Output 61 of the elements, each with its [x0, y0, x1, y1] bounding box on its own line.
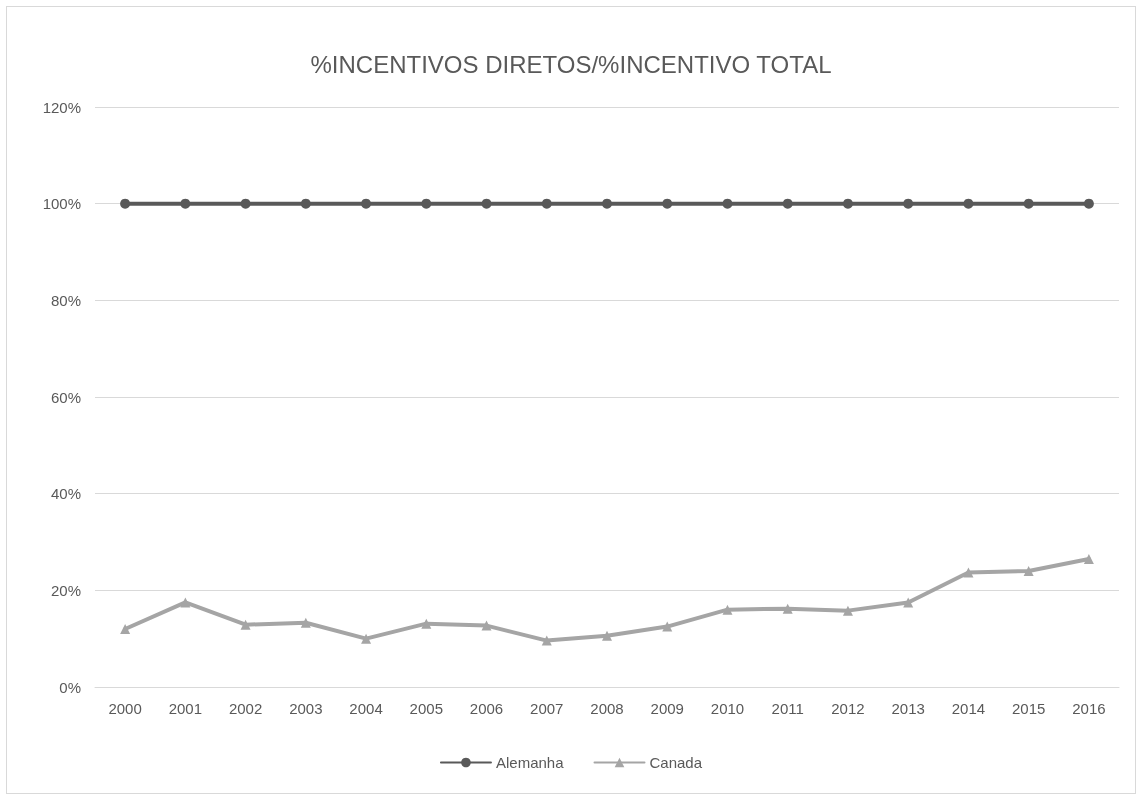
- point: [300, 617, 311, 628]
- point: [120, 198, 131, 209]
- x-tick-label: 2012: [831, 700, 865, 717]
- point: [541, 198, 552, 209]
- x-tick-label: 2014: [951, 700, 986, 717]
- chart-title: %INCENTIVOS DIRETOS/%INCENTIVO TOTAL: [310, 50, 832, 78]
- y-tick-label: 60%: [50, 388, 81, 406]
- point: [722, 198, 733, 209]
- point: [662, 621, 673, 632]
- point: [842, 605, 853, 616]
- x-tick-label: 2000: [108, 700, 142, 717]
- y-tick-label: 80%: [50, 291, 81, 309]
- point: [361, 198, 372, 209]
- point: [602, 630, 612, 641]
- point: [782, 603, 793, 614]
- point: [120, 624, 131, 634]
- point: [842, 198, 853, 209]
- y-tick-label: 40%: [50, 485, 81, 503]
- point: [180, 597, 191, 608]
- point: [240, 619, 251, 630]
- x-tick-label: 2008: [590, 700, 624, 717]
- x-tick-label: 2002: [228, 700, 263, 717]
- point: [1083, 198, 1094, 209]
- point: [421, 618, 432, 629]
- y-tick-label: 120%: [42, 98, 81, 116]
- y-tick-label: 20%: [50, 581, 81, 599]
- x-tick-label: 2004: [349, 700, 383, 717]
- point: [782, 198, 793, 209]
- point: [1023, 566, 1034, 576]
- x-tick-label: 2013: [891, 700, 925, 717]
- point: [963, 567, 974, 578]
- point: [481, 620, 492, 631]
- point: [421, 198, 432, 209]
- legend-label: Alemanha: [495, 754, 565, 771]
- x-tick-label: 2001: [168, 700, 203, 717]
- point: [300, 198, 311, 209]
- y-tick-label: 0%: [59, 678, 81, 696]
- point: [903, 597, 914, 608]
- y-tick-label: 100%: [42, 195, 81, 213]
- x-tick-label: 2005: [409, 700, 443, 717]
- point: [180, 198, 191, 209]
- x-tick-label: 2015: [1011, 700, 1046, 717]
- legend-label: Canada: [649, 754, 703, 771]
- x-tick-label: 2003: [289, 700, 323, 717]
- x-tick-label: 2009: [650, 700, 684, 717]
- point: [481, 198, 492, 209]
- x-tick-label: 2016: [1072, 700, 1106, 717]
- x-tick-label: 2011: [771, 700, 804, 717]
- x-tick-label: 2006: [469, 700, 504, 717]
- x-tick-label: 2007: [530, 700, 564, 717]
- point: [903, 198, 914, 209]
- point: [1023, 198, 1034, 209]
- point: [722, 604, 733, 615]
- point: [662, 198, 673, 209]
- point: [1083, 553, 1094, 564]
- point: [963, 198, 974, 209]
- x-tick-label: 2010: [710, 700, 745, 717]
- point: [541, 635, 552, 646]
- point: [240, 198, 251, 209]
- point: [602, 198, 612, 209]
- point: [361, 633, 372, 644]
